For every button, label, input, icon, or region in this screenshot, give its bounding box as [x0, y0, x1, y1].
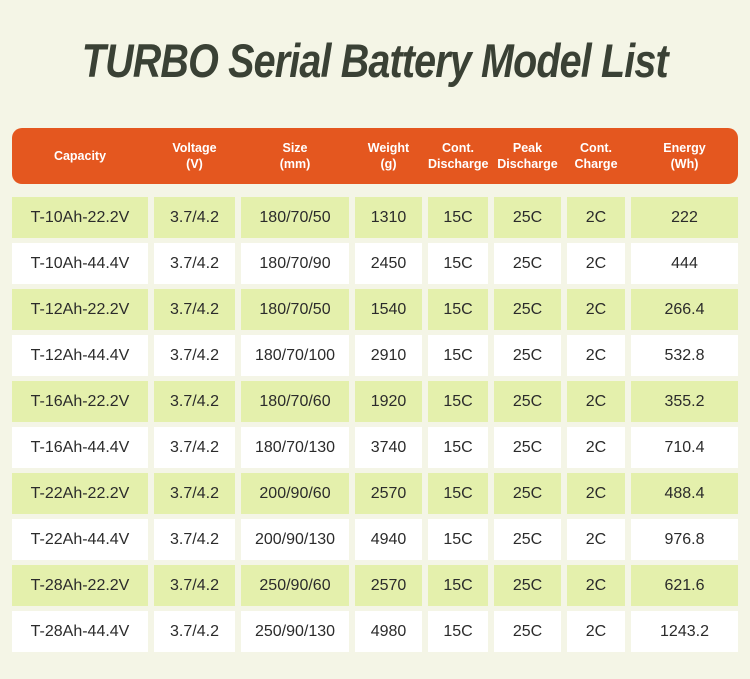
table-cell-t-22ah-44-4v-capacity: T-22Ah-44.4V: [12, 519, 148, 560]
table-cell-t-10ah-22-2v-capacity: T-10Ah-22.2V: [12, 197, 148, 238]
table-cell-t-22ah-22-2v-size-mm: 200/90/60: [241, 473, 349, 514]
table-cell-t-12ah-44-4v-energy-wh: 532.8: [631, 335, 738, 376]
table-cell-t-28ah-22-2v-voltage-v: 3.7/4.2: [154, 565, 235, 606]
table-cell-t-12ah-44-4v-weight-g: 2910: [355, 335, 422, 376]
table-cell-t-12ah-44-4v-voltage-v: 3.7/4.2: [154, 335, 235, 376]
table-cell-t-16ah-22-2v-weight-g: 1920: [355, 381, 422, 422]
title-area: TURBO Serial Battery Model List: [0, 0, 750, 92]
table-cell-t-12ah-44-4v-capacity: T-12Ah-44.4V: [12, 335, 148, 376]
table-cell-t-22ah-22-2v-energy-wh: 488.4: [631, 473, 738, 514]
table-cell-t-12ah-44-4v-cont-discharge: 15C: [428, 335, 488, 376]
table-cell-t-22ah-22-2v-capacity: T-22Ah-22.2V: [12, 473, 148, 514]
table-cell-t-10ah-44-4v-peak-discharge: 25C: [494, 243, 561, 284]
column-header-energy-wh: Energy (Wh): [663, 140, 706, 171]
table-cell-t-10ah-44-4v-cont-charge: 2C: [567, 243, 625, 284]
table-cell-t-28ah-44-4v-size-mm: 250/90/130: [241, 611, 349, 652]
column-header-cont-discharge: Cont. Discharge: [428, 140, 489, 171]
table-cell-t-12ah-22-2v-weight-g: 1540: [355, 289, 422, 330]
table-cell-t-28ah-44-4v-capacity: T-28Ah-44.4V: [12, 611, 148, 652]
table-cell-t-22ah-22-2v-weight-g: 2570: [355, 473, 422, 514]
table-cell-t-16ah-44-4v-capacity: T-16Ah-44.4V: [12, 427, 148, 468]
battery-spec-table: Capacity Voltage (V) Size (mm) Weight (g) Cont.…: [12, 128, 738, 652]
table-cell-t-22ah-22-2v-voltage-v: 3.7/4.2: [154, 473, 235, 514]
table-cell-t-10ah-22-2v-energy-wh: 222: [631, 197, 738, 238]
table-cell-t-10ah-22-2v-size-mm: 180/70/50: [241, 197, 349, 238]
table-cell-t-16ah-44-4v-energy-wh: 710.4: [631, 427, 738, 468]
table-cell-t-10ah-44-4v-voltage-v: 3.7/4.2: [154, 243, 235, 284]
column-header-weight-g: Weight (g): [367, 140, 410, 171]
table-cell-t-16ah-44-4v-peak-discharge: 25C: [494, 427, 561, 468]
table-header-row: Capacity Voltage (V) Size (mm) Weight (g) Cont.…: [12, 128, 738, 184]
table-cell-t-22ah-44-4v-peak-discharge: 25C: [494, 519, 561, 560]
table-cell-t-22ah-44-4v-energy-wh: 976.8: [631, 519, 738, 560]
table-cell-t-22ah-22-2v-cont-discharge: 15C: [428, 473, 488, 514]
table-cell-t-16ah-44-4v-weight-g: 3740: [355, 427, 422, 468]
table-cell-t-12ah-22-2v-size-mm: 180/70/50: [241, 289, 349, 330]
table-cell-t-28ah-44-4v-weight-g: 4980: [355, 611, 422, 652]
table-cell-t-22ah-22-2v-peak-discharge: 25C: [494, 473, 561, 514]
table-cell-t-12ah-44-4v-cont-charge: 2C: [567, 335, 625, 376]
table-cell-t-16ah-22-2v-cont-charge: 2C: [567, 381, 625, 422]
table-cell-t-22ah-44-4v-size-mm: 200/90/130: [241, 519, 349, 560]
table-cell-t-16ah-44-4v-cont-charge: 2C: [567, 427, 625, 468]
table-cell-t-28ah-22-2v-weight-g: 2570: [355, 565, 422, 606]
table-cell-t-16ah-22-2v-capacity: T-16Ah-22.2V: [12, 381, 148, 422]
table-cell-t-28ah-22-2v-cont-charge: 2C: [567, 565, 625, 606]
table-cell-t-12ah-22-2v-voltage-v: 3.7/4.2: [154, 289, 235, 330]
table-cell-t-10ah-44-4v-weight-g: 2450: [355, 243, 422, 284]
table-cell-t-16ah-44-4v-voltage-v: 3.7/4.2: [154, 427, 235, 468]
table-cell-t-22ah-44-4v-cont-discharge: 15C: [428, 519, 488, 560]
table-cell-t-28ah-22-2v-capacity: T-28Ah-22.2V: [12, 565, 148, 606]
table-cell-t-28ah-44-4v-cont-discharge: 15C: [428, 611, 488, 652]
table-cell-t-10ah-44-4v-capacity: T-10Ah-44.4V: [12, 243, 148, 284]
table-cell-t-12ah-44-4v-peak-discharge: 25C: [494, 335, 561, 376]
table-cell-t-28ah-44-4v-cont-charge: 2C: [567, 611, 625, 652]
table-body: T-10Ah-22.2V 3.7/4.2 180/70/50 1310 15C 25C 2C…: [12, 197, 738, 652]
table-cell-t-12ah-22-2v-energy-wh: 266.4: [631, 289, 738, 330]
table-cell-t-10ah-44-4v-energy-wh: 444: [631, 243, 738, 284]
table-cell-t-16ah-22-2v-voltage-v: 3.7/4.2: [154, 381, 235, 422]
table-cell-t-10ah-22-2v-peak-discharge: 25C: [494, 197, 561, 238]
table-cell-t-12ah-44-4v-size-mm: 180/70/100: [241, 335, 349, 376]
column-header-capacity: Capacity: [53, 148, 107, 163]
column-header-peak-discharge: Peak Discharge: [497, 140, 558, 171]
table-cell-t-10ah-44-4v-cont-discharge: 15C: [428, 243, 488, 284]
table-cell-t-28ah-22-2v-cont-discharge: 15C: [428, 565, 488, 606]
table-cell-t-22ah-44-4v-weight-g: 4940: [355, 519, 422, 560]
table-cell-t-28ah-22-2v-energy-wh: 621.6: [631, 565, 738, 606]
page-title: TURBO Serial Battery Model List: [81, 34, 669, 87]
table-cell-t-16ah-22-2v-cont-discharge: 15C: [428, 381, 488, 422]
table-cell-t-12ah-22-2v-capacity: T-12Ah-22.2V: [12, 289, 148, 330]
table-cell-t-28ah-44-4v-peak-discharge: 25C: [494, 611, 561, 652]
table-cell-t-12ah-22-2v-peak-discharge: 25C: [494, 289, 561, 330]
table-cell-t-22ah-22-2v-cont-charge: 2C: [567, 473, 625, 514]
column-header-cont-charge: Cont. Charge: [574, 140, 618, 171]
table-cell-t-28ah-22-2v-peak-discharge: 25C: [494, 565, 561, 606]
column-header-voltage-v: Voltage (V): [172, 140, 217, 171]
table-cell-t-10ah-22-2v-voltage-v: 3.7/4.2: [154, 197, 235, 238]
table-cell-t-10ah-22-2v-cont-charge: 2C: [567, 197, 625, 238]
table-cell-t-12ah-22-2v-cont-discharge: 15C: [428, 289, 488, 330]
table-cell-t-16ah-22-2v-peak-discharge: 25C: [494, 381, 561, 422]
table-cell-t-16ah-22-2v-size-mm: 180/70/60: [241, 381, 349, 422]
table-cell-t-28ah-44-4v-energy-wh: 1243.2: [631, 611, 738, 652]
table-cell-t-10ah-22-2v-cont-discharge: 15C: [428, 197, 488, 238]
table-cell-t-16ah-44-4v-cont-discharge: 15C: [428, 427, 488, 468]
table-cell-t-28ah-22-2v-size-mm: 250/90/60: [241, 565, 349, 606]
table-cell-t-16ah-44-4v-size-mm: 180/70/130: [241, 427, 349, 468]
table-cell-t-28ah-44-4v-voltage-v: 3.7/4.2: [154, 611, 235, 652]
table-cell-t-12ah-22-2v-cont-charge: 2C: [567, 289, 625, 330]
table-cell-t-22ah-44-4v-voltage-v: 3.7/4.2: [154, 519, 235, 560]
table-cell-t-10ah-44-4v-size-mm: 180/70/90: [241, 243, 349, 284]
table-cell-t-22ah-44-4v-cont-charge: 2C: [567, 519, 625, 560]
table-cell-t-16ah-22-2v-energy-wh: 355.2: [631, 381, 738, 422]
table-cell-t-10ah-22-2v-weight-g: 1310: [355, 197, 422, 238]
column-header-size-mm: Size (mm): [279, 140, 311, 171]
